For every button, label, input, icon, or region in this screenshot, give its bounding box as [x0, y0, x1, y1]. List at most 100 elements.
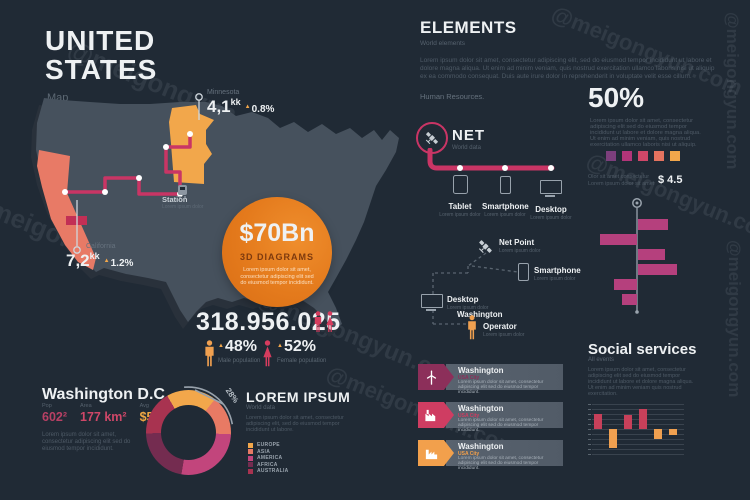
- banner-text: Lorem ipsum dolor sit amet, consectetur …: [458, 418, 544, 433]
- male-percent: 48%: [224, 338, 257, 355]
- donut-hole: [161, 405, 216, 460]
- color-square: [622, 151, 632, 161]
- social-bar: [594, 414, 602, 429]
- donut-chart: [146, 390, 231, 475]
- minnesota-callout: Minnesota 4,1kk ▲0.8%: [207, 89, 274, 117]
- factory-icon: [425, 409, 436, 421]
- gridline-tick: [588, 434, 591, 435]
- minnesota-delta: 0.8%: [251, 104, 275, 115]
- badge-text: Lorem ipsum dolor sit amet, consectetur …: [240, 267, 314, 286]
- device-desktop: Desktop Lorem ipsum dolor: [528, 180, 574, 221]
- desktop-sublabel: Lorem ipsum dolor: [447, 305, 489, 311]
- net-title: NET: [452, 127, 485, 144]
- banner-title: Washington: [458, 404, 504, 413]
- banner-title: Washington: [458, 366, 504, 375]
- smartphone-icon: [499, 176, 511, 194]
- color-square: [654, 151, 664, 161]
- gridline-tick: [588, 404, 591, 405]
- device-sublabel: Lorem ipsum dolor: [530, 215, 572, 221]
- gridline: [592, 439, 684, 440]
- male-female-icon: [314, 311, 334, 332]
- 70bn-badge: $70Bn 3D DIAGRAMS Lorem ipsum dolor sit …: [222, 197, 332, 307]
- gridline: [592, 414, 684, 415]
- net-connection-line: [427, 148, 555, 171]
- male-stat: [203, 340, 216, 372]
- dc-stat-pop: Pop 602²: [42, 403, 67, 424]
- legend-swatch: [248, 442, 253, 448]
- elements-text: Lorem ipsum dolor sit amet, consectetur …: [420, 57, 715, 80]
- mirror-bar: [638, 264, 677, 275]
- social-bar: [669, 429, 677, 435]
- gridline: [592, 454, 684, 455]
- up-triangle-icon: ▲: [218, 343, 224, 349]
- legend-swatch: [248, 455, 253, 461]
- lorem-section-title: LOREM IPSUM: [246, 389, 351, 405]
- legend-label: AFRICA: [257, 461, 278, 468]
- social-title: Social services: [588, 341, 697, 358]
- desktop-label: Desktop: [447, 295, 479, 304]
- up-triangle-icon: ▲: [277, 343, 283, 349]
- device-sublabel: Lorem ipsum dolor: [439, 212, 481, 218]
- desktop-icon: [540, 180, 562, 197]
- mirror-bar: [600, 234, 637, 245]
- satellite-icon: [425, 132, 438, 145]
- net-subtitle: World data: [452, 145, 481, 151]
- gridline: [592, 429, 684, 430]
- device-label: Smartphone: [482, 202, 529, 211]
- gridline: [592, 424, 684, 425]
- legend-swatch: [248, 462, 253, 467]
- title-line-2: STATES: [45, 54, 158, 85]
- legend-swatch: [248, 449, 253, 454]
- operator-sublabel: Lorem ipsum dolor: [483, 332, 525, 338]
- fifty-note: Olor sit amet consectetur Lorem ipsum do…: [588, 174, 655, 187]
- smartphone-node: Smartphone Lorem ipsum dolor: [534, 266, 581, 282]
- gridline-tick: [588, 414, 591, 415]
- operator-node: Operator Lorem ipsum dolor: [483, 322, 524, 338]
- watermark: @meigongyun.com: [547, 0, 747, 101]
- tablet-icon: [452, 175, 468, 194]
- minnesota-name: Minnesota: [207, 89, 240, 96]
- gridline-tick: [588, 419, 591, 420]
- female-stat: [261, 340, 274, 372]
- color-square: [606, 151, 616, 161]
- dc-stat-value: 602²: [42, 410, 68, 424]
- device-label: Tablet: [448, 202, 472, 211]
- minnesota-unit: kk: [230, 97, 241, 107]
- up-triangle-icon: ▲: [244, 104, 251, 110]
- california-unit: kk: [89, 251, 100, 261]
- plant-icon: [425, 449, 438, 459]
- banner-washington-2: Washington USA City Lorem ipsum dolor si…: [418, 402, 563, 433]
- female-percent: 52%: [283, 338, 316, 355]
- color-square: [670, 151, 680, 161]
- gridline-tick: [588, 449, 591, 450]
- mirror-bar: [638, 249, 665, 260]
- banner-panel: [446, 440, 563, 466]
- social-bar-chart: [588, 404, 684, 456]
- banner-subtitle: USA City: [458, 413, 480, 419]
- banner-panel: [446, 364, 563, 390]
- banner-panel: [446, 402, 563, 428]
- watermark: @meigongyun.com: [725, 240, 744, 398]
- smartphone-label: Smartphone: [534, 266, 581, 275]
- elements-title: ELEMENTS: [420, 18, 517, 37]
- california-delta: 1.2%: [110, 258, 134, 269]
- dc-stat-label: Area: [80, 403, 92, 409]
- dc-stat-area: Area 177 km²: [80, 403, 127, 424]
- elements-footer: Human Resources.: [420, 92, 485, 101]
- minnesota-value: 4,1: [207, 97, 231, 116]
- dc-stat-label: Pop: [42, 403, 52, 409]
- lorem-section-text: Lorem ipsum dolor sit amet, consectetur …: [246, 415, 344, 434]
- donut-legend: EUROPE ASIA AMERICA AFRICA AUSTRALIA: [248, 442, 289, 475]
- legend-item: AFRICA: [248, 462, 289, 468]
- minnesota-pin: [195, 93, 203, 120]
- up-triangle-icon: ▲: [103, 258, 110, 264]
- smartphone-sublabel: Lorem ipsum dolor: [534, 276, 576, 282]
- gridline: [592, 444, 684, 445]
- netpoint-node: Net Point Lorem ipsum dolor: [499, 238, 540, 254]
- badge-label: 3D DIAGRAMS: [239, 252, 314, 262]
- dc-text: Lorem ipsum dolor sit amet, consectetur …: [42, 432, 131, 452]
- usa-map-shape: [36, 98, 399, 330]
- social-bar: [639, 409, 647, 429]
- social-bar: [609, 429, 617, 448]
- social-text: Lorem ipsum dolor sit amet, consectetur …: [588, 367, 694, 397]
